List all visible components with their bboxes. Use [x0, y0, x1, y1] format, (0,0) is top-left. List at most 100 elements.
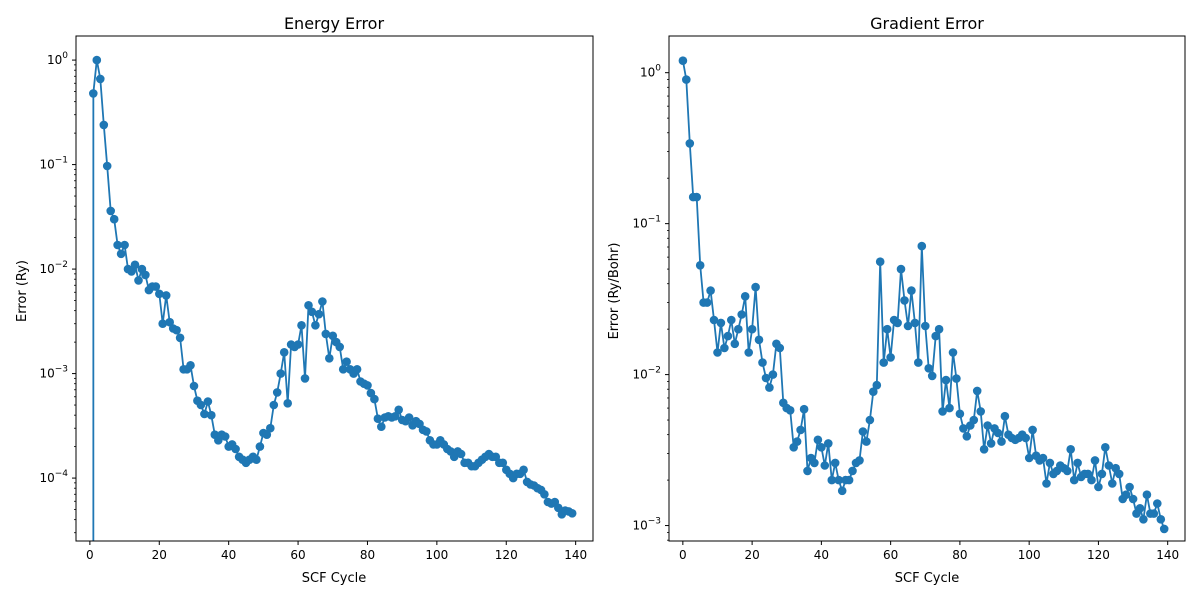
gradient-error-chart: Gradient Error SCF Cycle Error (Ry/Bohr)… [607, 14, 1186, 586]
data-point [352, 365, 362, 374]
x-tick-label: 100 [425, 548, 448, 562]
data-point [106, 206, 115, 216]
x-tick-label: 40 [814, 548, 829, 562]
data-point [130, 260, 140, 270]
data-point [1063, 466, 1072, 476]
data-point [875, 257, 885, 267]
data-point [540, 490, 549, 499]
data-point [751, 282, 760, 292]
data-point [910, 318, 920, 328]
data-point [1125, 482, 1134, 492]
data-point [744, 348, 753, 357]
data-point [979, 445, 989, 454]
data-point [1135, 504, 1145, 513]
data-point [896, 264, 906, 274]
data-point [706, 286, 715, 295]
data-point [567, 509, 577, 518]
data-point [737, 310, 746, 319]
data-point [865, 415, 875, 425]
data-point [363, 381, 372, 390]
data-point [252, 455, 261, 465]
data-point [1101, 443, 1110, 452]
data-point [335, 342, 345, 352]
data-point [318, 297, 327, 306]
x-tick-label: 100 [1018, 548, 1041, 562]
y-tick-label: 10−1 [632, 215, 661, 231]
plot-frame [75, 35, 594, 542]
data-point [283, 399, 293, 408]
data-point [1073, 458, 1082, 468]
data-point [986, 439, 996, 448]
data-point [959, 424, 968, 433]
data-point [810, 458, 819, 468]
data-point [803, 466, 812, 476]
data-point [1156, 515, 1166, 524]
data-point [927, 371, 937, 381]
data-point [266, 423, 275, 433]
data-point [279, 348, 289, 357]
data-point [314, 309, 324, 319]
y-tick-label: 100 [47, 51, 68, 67]
data-point [325, 354, 334, 363]
data-point [390, 412, 400, 421]
data-point [938, 407, 947, 416]
data-point [685, 139, 695, 148]
y-tick-label: 10−3 [39, 365, 68, 381]
data-point [983, 421, 992, 430]
data-point [161, 291, 171, 300]
data-point [827, 475, 837, 485]
x-tick-label: 60 [883, 548, 898, 562]
data-point [754, 335, 764, 345]
data-point [948, 348, 958, 357]
data-point [175, 333, 185, 343]
chart-title: Energy Error [284, 14, 385, 33]
y-axis-label: Error (Ry) [15, 260, 30, 322]
data-point [924, 364, 933, 373]
x-tick-label: 40 [221, 548, 236, 562]
data-point [855, 456, 864, 465]
data-point [720, 343, 729, 353]
x-axis-label: SCF Cycle [302, 571, 366, 586]
data-point [917, 241, 927, 251]
data-point [1108, 479, 1117, 488]
data-point [941, 375, 951, 385]
data-point [255, 442, 265, 451]
data-point [879, 358, 888, 367]
data-point [1139, 515, 1148, 524]
y-tick-label: 10−2 [39, 260, 68, 276]
x-tick-label: 20 [744, 548, 759, 562]
data-point [92, 55, 102, 65]
data-point [304, 301, 313, 310]
x-tick-label: 60 [290, 548, 305, 562]
data-point [297, 321, 306, 330]
data-point [311, 321, 320, 330]
data-point [678, 56, 688, 65]
y-tick-label: 10−4 [39, 469, 68, 485]
data-point [113, 240, 122, 250]
x-tick-label: 120 [495, 548, 518, 562]
x-tick-label: 0 [86, 548, 94, 562]
data-point [799, 404, 809, 414]
y-axis-label: Error (Ry/Bohr) [607, 243, 622, 340]
data-point [519, 465, 528, 475]
data-point [997, 437, 1006, 446]
data-point [903, 321, 913, 331]
y-tick-label: 10−1 [39, 156, 68, 172]
data-point [952, 374, 961, 383]
data-point [1038, 453, 1048, 463]
data-point [886, 353, 895, 362]
data-point [1128, 494, 1138, 504]
plot-area [89, 55, 577, 541]
data-point [394, 405, 404, 415]
x-axis-label: SCF Cycle [895, 571, 959, 586]
x-tick-label: 140 [564, 548, 587, 562]
data-point [269, 400, 279, 410]
x-tick-label: 80 [360, 548, 375, 562]
x-tick-label: 120 [1087, 548, 1110, 562]
data-point [792, 437, 802, 446]
data-point [969, 415, 979, 425]
data-point [151, 282, 161, 291]
data-point [813, 435, 823, 445]
